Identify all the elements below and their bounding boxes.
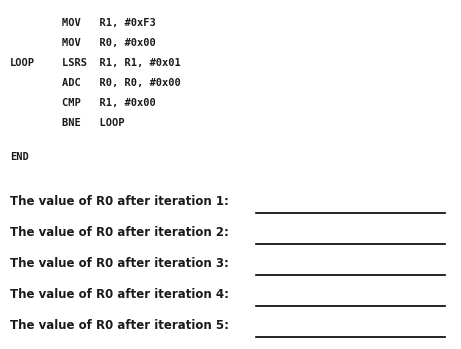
Text: The value of R0 after iteration 4:: The value of R0 after iteration 4:: [10, 288, 229, 301]
Text: END: END: [10, 152, 29, 162]
Text: MOV   R0, #0x00: MOV R0, #0x00: [62, 38, 156, 48]
Text: BNE   LOOP: BNE LOOP: [62, 118, 124, 128]
Text: LOOP: LOOP: [10, 58, 35, 68]
Text: ADC   R0, R0, #0x00: ADC R0, R0, #0x00: [62, 78, 181, 88]
Text: The value of R0 after iteration 5:: The value of R0 after iteration 5:: [10, 319, 229, 332]
Text: LSRS  R1, R1, #0x01: LSRS R1, R1, #0x01: [62, 58, 181, 68]
Text: CMP   R1, #0x00: CMP R1, #0x00: [62, 98, 156, 108]
Text: The value of R0 after iteration 1:: The value of R0 after iteration 1:: [10, 195, 229, 208]
Text: The value of R0 after iteration 3:: The value of R0 after iteration 3:: [10, 257, 229, 270]
Text: The value of R0 after iteration 2:: The value of R0 after iteration 2:: [10, 226, 229, 239]
Text: MOV   R1, #0xF3: MOV R1, #0xF3: [62, 18, 156, 28]
